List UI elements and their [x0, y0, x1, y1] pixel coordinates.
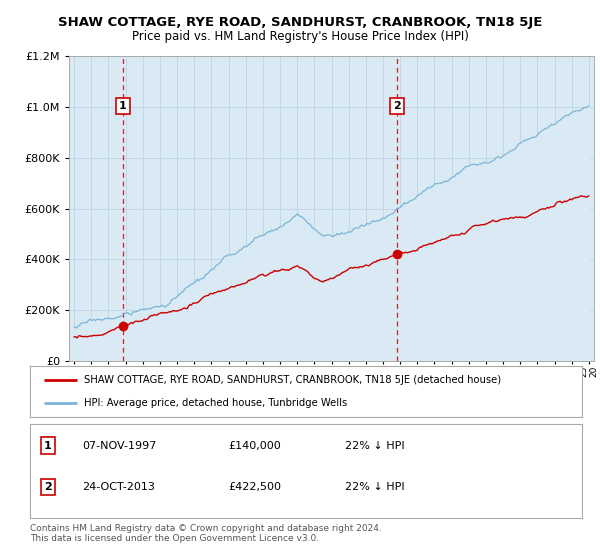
Text: 2: 2	[44, 482, 52, 492]
Text: 22% ↓ HPI: 22% ↓ HPI	[344, 441, 404, 451]
Text: 1: 1	[119, 101, 127, 111]
Text: Contains HM Land Registry data © Crown copyright and database right 2024.
This d: Contains HM Land Registry data © Crown c…	[30, 524, 382, 543]
Text: 07-NOV-1997: 07-NOV-1997	[82, 441, 157, 451]
Text: £422,500: £422,500	[229, 482, 282, 492]
Text: Price paid vs. HM Land Registry's House Price Index (HPI): Price paid vs. HM Land Registry's House …	[131, 30, 469, 43]
Text: 24-OCT-2013: 24-OCT-2013	[82, 482, 155, 492]
Text: 2: 2	[392, 101, 400, 111]
Text: 1: 1	[44, 441, 52, 451]
Text: £140,000: £140,000	[229, 441, 281, 451]
Text: HPI: Average price, detached house, Tunbridge Wells: HPI: Average price, detached house, Tunb…	[84, 398, 347, 408]
Text: 22% ↓ HPI: 22% ↓ HPI	[344, 482, 404, 492]
Text: SHAW COTTAGE, RYE ROAD, SANDHURST, CRANBROOK, TN18 5JE: SHAW COTTAGE, RYE ROAD, SANDHURST, CRANB…	[58, 16, 542, 29]
Text: SHAW COTTAGE, RYE ROAD, SANDHURST, CRANBROOK, TN18 5JE (detached house): SHAW COTTAGE, RYE ROAD, SANDHURST, CRANB…	[84, 375, 501, 385]
